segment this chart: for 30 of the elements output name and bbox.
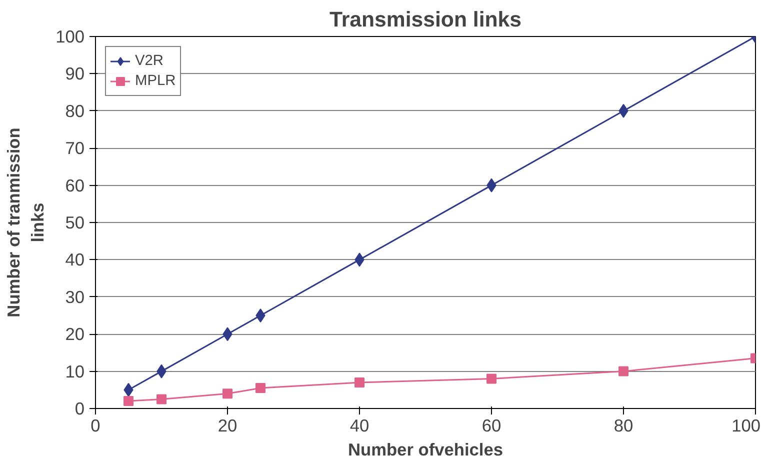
y-axis-title: Number of tranmission links — [4, 128, 48, 318]
y-tick-label: 80 — [65, 100, 85, 121]
legend-label: MPLR — [135, 73, 176, 89]
point — [256, 308, 266, 322]
x-tick-label: 60 — [482, 416, 502, 436]
point — [256, 383, 266, 394]
chart-title: Transmission links — [329, 8, 522, 32]
point — [354, 377, 364, 388]
y-tick-label: 0 — [74, 398, 85, 418]
y-tick-label: 50 — [65, 212, 85, 232]
y-tick-label: 60 — [65, 175, 85, 196]
x-tick-label: 20 — [218, 416, 238, 436]
x-tick-label: 0 — [90, 416, 100, 436]
y-tick-label: 90 — [65, 64, 85, 84]
y-tick-label: 70 — [65, 138, 85, 158]
point — [618, 366, 628, 376]
y-tick-label: 20 — [65, 324, 85, 344]
y-tick-label: 30 — [65, 286, 85, 307]
point — [222, 388, 232, 399]
point — [156, 394, 166, 404]
x-tick-label: 80 — [614, 416, 634, 436]
x-axis-title: Number ofvehicles — [348, 440, 504, 460]
legend-label: V2R — [135, 53, 164, 69]
x-tick-label: 100 — [732, 416, 761, 436]
x-tick-label: 40 — [350, 416, 370, 436]
point — [124, 396, 134, 406]
y-tick-label: 100 — [56, 26, 85, 46]
y-tick-label: 40 — [65, 250, 85, 270]
y-tick-label: 10 — [65, 361, 85, 382]
point — [486, 374, 496, 384]
